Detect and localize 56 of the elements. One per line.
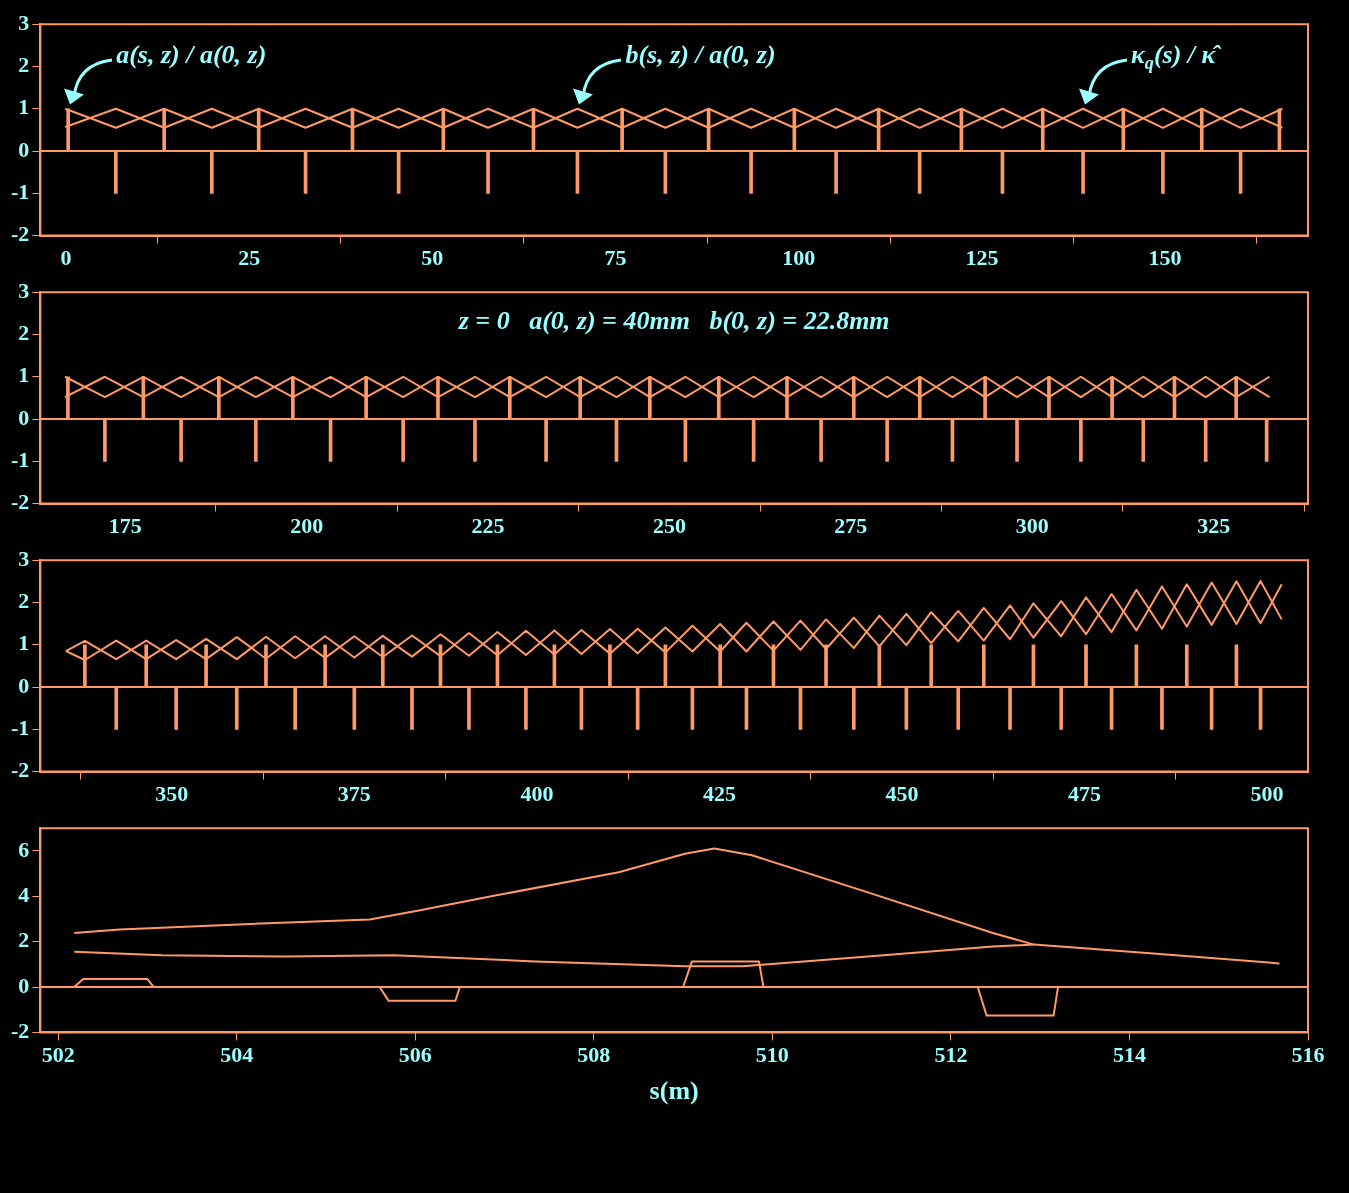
y-tick-label: 1	[18, 94, 30, 120]
x-tick-label: 225	[471, 513, 505, 539]
y-tick-label: -1	[11, 179, 30, 205]
x-tick-label: 300	[1015, 513, 1049, 539]
x-tick-label: 175	[108, 513, 142, 539]
x-tick-label: 508	[577, 1042, 611, 1068]
y-tick-label: 2	[18, 52, 30, 78]
x-tick-label: 375	[337, 781, 371, 807]
x-tick-label: 512	[934, 1042, 968, 1068]
y-tick-label: 1	[18, 362, 30, 388]
x-axis-title: s(m)	[649, 1076, 699, 1106]
y-tick-label: -1	[11, 715, 30, 741]
y-tick-label: 0	[18, 404, 30, 430]
y-tick-label: 3	[18, 277, 30, 303]
x-tick-label: 275	[834, 513, 868, 539]
x-tick-label: 516	[1291, 1042, 1325, 1068]
y-tick-label: 4	[18, 881, 30, 907]
y-tick-label: -2	[11, 757, 30, 783]
x-tick-label: 25	[238, 245, 261, 271]
y-tick-label: -1	[11, 447, 30, 473]
x-tick-label: 500	[1250, 781, 1284, 807]
x-tick-label: 100	[782, 245, 816, 271]
x-tick-label: 325	[1197, 513, 1231, 539]
x-tick-label: 506	[398, 1042, 432, 1068]
x-tick-label: 425	[702, 781, 736, 807]
y-tick-label: -2	[11, 221, 30, 247]
x-tick-label: 125	[965, 245, 999, 271]
x-tick-label: 510	[755, 1042, 789, 1068]
y-tick-label: -2	[11, 489, 30, 515]
annotation: z = 0 a(0, z) = 40mm b(0, z) = 22.8mm	[457, 305, 890, 335]
y-tick-label: 3	[18, 9, 30, 35]
y-tick-label: 6	[18, 836, 30, 862]
x-tick-label: 502	[41, 1042, 75, 1068]
x-tick-label: 50	[421, 245, 444, 271]
x-tick-label: 150	[1148, 245, 1182, 271]
x-tick-label: 75	[604, 245, 627, 271]
x-tick-label: 475	[1068, 781, 1102, 807]
x-tick-label: 200	[290, 513, 324, 539]
x-tick-label: 0	[60, 245, 72, 271]
y-tick-label: 3	[18, 545, 30, 571]
annotation: b(s, z) / a(0, z)	[625, 39, 776, 69]
y-tick-label: 0	[18, 672, 30, 698]
x-tick-label: 450	[885, 781, 919, 807]
annotation: a(s, z) / a(0, z)	[116, 39, 267, 69]
y-tick-label: 2	[18, 320, 30, 346]
x-tick-label: 350	[155, 781, 189, 807]
y-tick-label: -2	[11, 1018, 30, 1044]
y-tick-label: 0	[18, 136, 30, 162]
y-tick-label: 1	[18, 630, 30, 656]
x-tick-label: 504	[220, 1042, 254, 1068]
x-tick-label: 250	[652, 513, 686, 539]
y-tick-label: 2	[18, 588, 30, 614]
y-tick-label: 2	[18, 927, 30, 953]
x-tick-label: 514	[1112, 1042, 1146, 1068]
x-tick-label: 400	[520, 781, 554, 807]
y-tick-label: 0	[18, 972, 30, 998]
